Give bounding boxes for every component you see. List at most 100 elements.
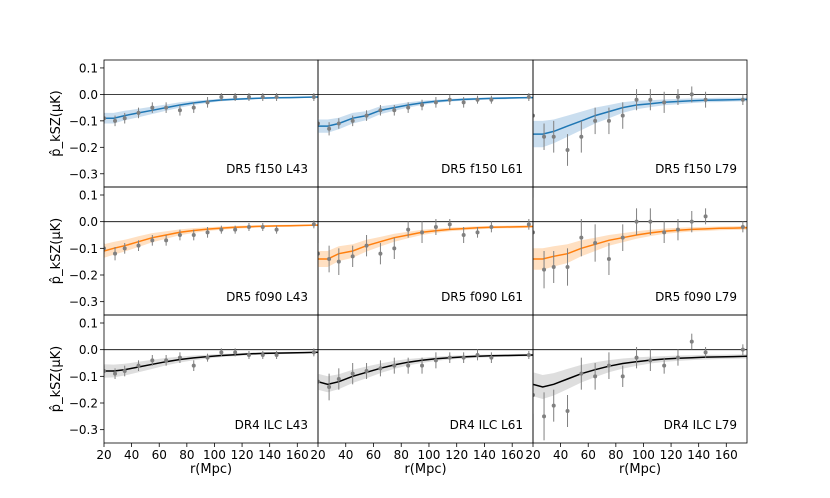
panel-plot-area [533, 333, 747, 441]
data-point [634, 355, 639, 360]
data-point [150, 358, 155, 363]
data-point [364, 113, 369, 118]
data-point [104, 116, 106, 121]
data-point [205, 355, 210, 360]
data-point [662, 100, 667, 105]
data-point [113, 118, 118, 123]
data-point [489, 355, 494, 360]
data-point [634, 219, 639, 224]
data-point [350, 371, 355, 376]
panel-5: DR5 f090 L79 [532, 186, 748, 316]
data-point [260, 353, 265, 357]
y-tick-label: −0.1 [69, 114, 98, 128]
data-point [136, 243, 141, 248]
panel-1: DR5 f150 L61 [317, 59, 534, 188]
data-point [219, 95, 224, 100]
panel-label: DR5 f150 L79 [655, 162, 737, 176]
data-point [593, 118, 598, 123]
data-point [740, 347, 745, 352]
data-point [433, 100, 438, 105]
data-point [620, 374, 625, 379]
y-tick-label: −0.2 [69, 397, 98, 411]
data-point [420, 102, 425, 107]
panel-label: DR4 ILC L61 [450, 418, 523, 432]
data-point [675, 95, 680, 100]
data-point [703, 350, 708, 355]
data-point [461, 355, 466, 360]
data-point [219, 227, 224, 232]
x-tick-label: 160 [286, 448, 309, 462]
data-point [662, 230, 667, 235]
panel-2: DR5 f150 L79 [532, 59, 748, 188]
data-point [274, 353, 279, 357]
data-point [392, 246, 397, 251]
y-tick-label: 0.1 [79, 61, 98, 75]
data-point [526, 222, 531, 227]
panel-label: DR5 f090 L61 [441, 290, 523, 304]
panel-3: DR5 f090 L43 [103, 186, 319, 316]
panel-8: DR4 ILC L79 [532, 314, 748, 444]
y-tick-label: 0.1 [79, 317, 98, 331]
x-tick-label: 120 [445, 448, 468, 462]
data-point [392, 363, 397, 368]
data-point [177, 355, 182, 360]
data-point [350, 118, 355, 123]
data-point [648, 358, 653, 363]
x-tick-label: 120 [231, 448, 254, 462]
data-point [136, 110, 141, 115]
data-point [113, 251, 118, 256]
data-point [233, 95, 238, 100]
x-tick-label: 80 [608, 448, 623, 462]
y-tick-label: −0.1 [69, 242, 98, 256]
x-tick-label: 40 [124, 448, 139, 462]
data-point [318, 251, 320, 256]
data-point [565, 409, 570, 413]
data-point [311, 222, 316, 227]
data-point [336, 259, 341, 264]
data-point [378, 251, 383, 256]
y-axis-label: p̂_kSZ(μK) [49, 346, 64, 412]
data-point [136, 363, 141, 368]
data-point [406, 105, 411, 110]
data-point [447, 97, 452, 102]
y-tick-label: 0.0 [79, 88, 98, 102]
data-point [447, 222, 452, 227]
x-tick-label: 40 [338, 448, 353, 462]
data-point [606, 257, 611, 261]
panel-plot-area [533, 197, 747, 289]
y-axis-label: p̂_kSZ(μK) [49, 90, 64, 156]
data-point [461, 233, 466, 237]
data-point [461, 100, 466, 105]
data-point [350, 254, 355, 259]
panel-plot-area [318, 349, 533, 401]
x-tick-label: 20 [310, 448, 325, 462]
x-tick-label: 100 [418, 448, 441, 462]
data-point [150, 238, 155, 243]
data-point [336, 377, 341, 381]
data-point [233, 227, 238, 232]
x-tick-label: 100 [632, 448, 655, 462]
data-point [406, 227, 411, 232]
panel-label: DR5 f090 L43 [226, 290, 308, 304]
data-point [703, 214, 708, 219]
panel-plot-area [318, 93, 533, 136]
data-point [378, 366, 383, 371]
data-point [489, 225, 494, 229]
data-point [122, 369, 127, 373]
panel-plot-area [104, 348, 318, 379]
data-point [177, 233, 182, 237]
data-point [104, 369, 106, 373]
data-point [246, 95, 251, 100]
data-point [565, 265, 570, 269]
panel-label: DR4 ILC L79 [664, 418, 737, 432]
data-point [475, 230, 480, 235]
panel-label: DR5 f150 L61 [441, 162, 523, 176]
data-point [318, 121, 320, 126]
panel-frame [532, 314, 748, 444]
data-point [260, 225, 265, 229]
data-point [150, 105, 155, 110]
x-tick-label: 80 [394, 448, 409, 462]
data-point [164, 238, 169, 243]
x-tick-label: 120 [660, 448, 683, 462]
